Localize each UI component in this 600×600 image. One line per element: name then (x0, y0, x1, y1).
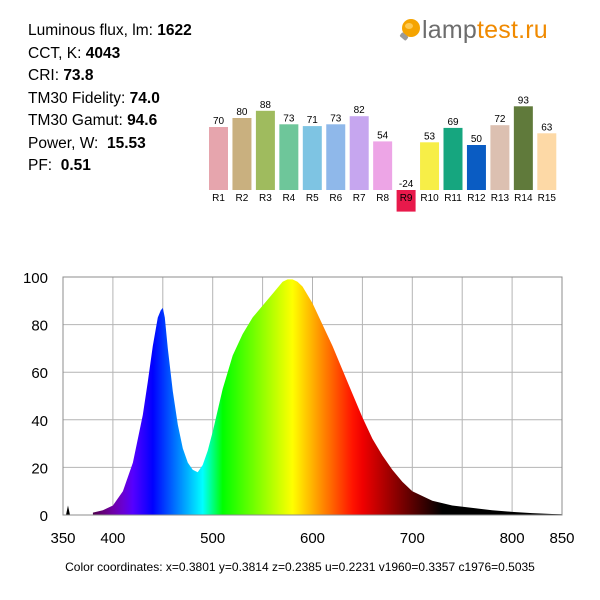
cri-category-label: R8 (376, 193, 389, 204)
cri-bar-R6 (326, 124, 346, 190)
logo-text: lamptest.ru (422, 15, 548, 44)
cri-value-label: 80 (236, 107, 248, 118)
param-cct: CCT, K: 4043 (28, 44, 121, 62)
cri-value-label: 73 (330, 113, 342, 124)
cri-bar-R4 (279, 124, 299, 190)
y-tick-label: 80 (31, 318, 48, 335)
cri-bar-R8 (373, 141, 393, 190)
cri-value-label: -24 (399, 179, 414, 190)
x-tick-label: 350 (50, 530, 75, 547)
spectrum-chart: 0 20 40 60 80 100 350 400 500 600 700 800 850 (23, 270, 575, 547)
cri-category-label: R11 (444, 193, 462, 204)
x-tick-label: 500 (200, 530, 225, 547)
x-tick-label: 600 (300, 530, 325, 547)
cri-value-label: 63 (541, 122, 553, 133)
param-tm30-gamut: TM30 Gamut: 94.6 (28, 112, 158, 129)
cri-bar-R11 (443, 127, 463, 190)
cri-bar-R13 (490, 125, 510, 190)
param-power: Power, W: 15.53 (28, 134, 146, 152)
spectrum-area (92, 279, 563, 515)
cri-value-label: 69 (447, 117, 459, 128)
site-logo: lamptest.ru (398, 10, 548, 50)
cri-value-label: 82 (354, 105, 366, 116)
cri-bar-R7 (349, 116, 369, 190)
cri-category-label: R15 (538, 193, 557, 204)
cri-category-label: R4 (282, 193, 295, 204)
spectrum-blip (65, 505, 70, 515)
cri-value-label: 54 (377, 130, 389, 141)
y-tick-label: 0 (40, 508, 48, 525)
cri-category-label: R12 (467, 193, 486, 204)
bulb-icon (399, 19, 420, 41)
x-tick-label: 800 (500, 530, 525, 547)
param-cri: CRI: 73.8 (28, 67, 94, 84)
cri-bar-R9 (396, 190, 416, 212)
cri-bar-R1 (209, 127, 228, 190)
param-tm30-fidelity: TM30 Fidelity: 74.0 (28, 89, 160, 107)
cri-category-label: R7 (353, 193, 366, 204)
cri-bar-R2 (232, 118, 252, 190)
cri-value-label: 71 (307, 115, 319, 126)
y-tick-label: 100 (23, 270, 48, 287)
cri-category-label: R10 (420, 193, 439, 204)
cri-bar-R15 (537, 133, 557, 190)
cri-value-label: 70 (213, 116, 225, 127)
param-luminous-flux: Luminous flux, lm: 1622 (28, 22, 192, 39)
x-tick-label: 400 (100, 530, 125, 547)
y-tick-label: 20 (31, 460, 48, 477)
cri-category-label: R2 (236, 193, 249, 204)
x-tick-label: 850 (549, 530, 574, 547)
cri-value-label: 72 (494, 114, 506, 125)
cri-value-label: 50 (471, 134, 483, 145)
cri-category-label: R5 (306, 193, 319, 204)
x-tick-label: 700 (400, 530, 425, 547)
cri-bar-chart: 70 R1 80 R2 88 R3 73 R4 71 R5 73 R6 82 R7 54 R8 -24 R9 53 R… (209, 95, 557, 212)
cri-category-label: R13 (491, 193, 510, 204)
y-tick-label: 40 (31, 413, 48, 430)
cri-bar-R14 (513, 106, 533, 190)
cri-category-label: R14 (514, 193, 533, 204)
cri-bar-R10 (420, 142, 440, 190)
color-coordinates: Color coordinates: x=0.3801 y=0.3814 z=0… (65, 560, 535, 574)
parameters-panel: Luminous flux, lm: 1622 CCT, K: 4043 CRI… (28, 20, 192, 178)
cri-bar-R5 (302, 126, 322, 190)
cri-category-label: R3 (259, 193, 272, 204)
cri-bar-R3 (255, 110, 275, 190)
cri-bar-R12 (466, 145, 486, 190)
cri-category-label: R9 (400, 193, 413, 204)
y-tick-label: 60 (31, 365, 48, 382)
cri-value-label: 88 (260, 100, 272, 111)
param-pf: PF: 0.51 (28, 157, 91, 174)
plot-frame (62, 276, 563, 516)
cri-value-label: 53 (424, 131, 436, 142)
cri-value-label: 73 (283, 113, 295, 124)
cri-category-label: R6 (329, 193, 342, 204)
cri-category-label: R1 (212, 193, 225, 204)
cri-value-label: 93 (518, 95, 530, 106)
